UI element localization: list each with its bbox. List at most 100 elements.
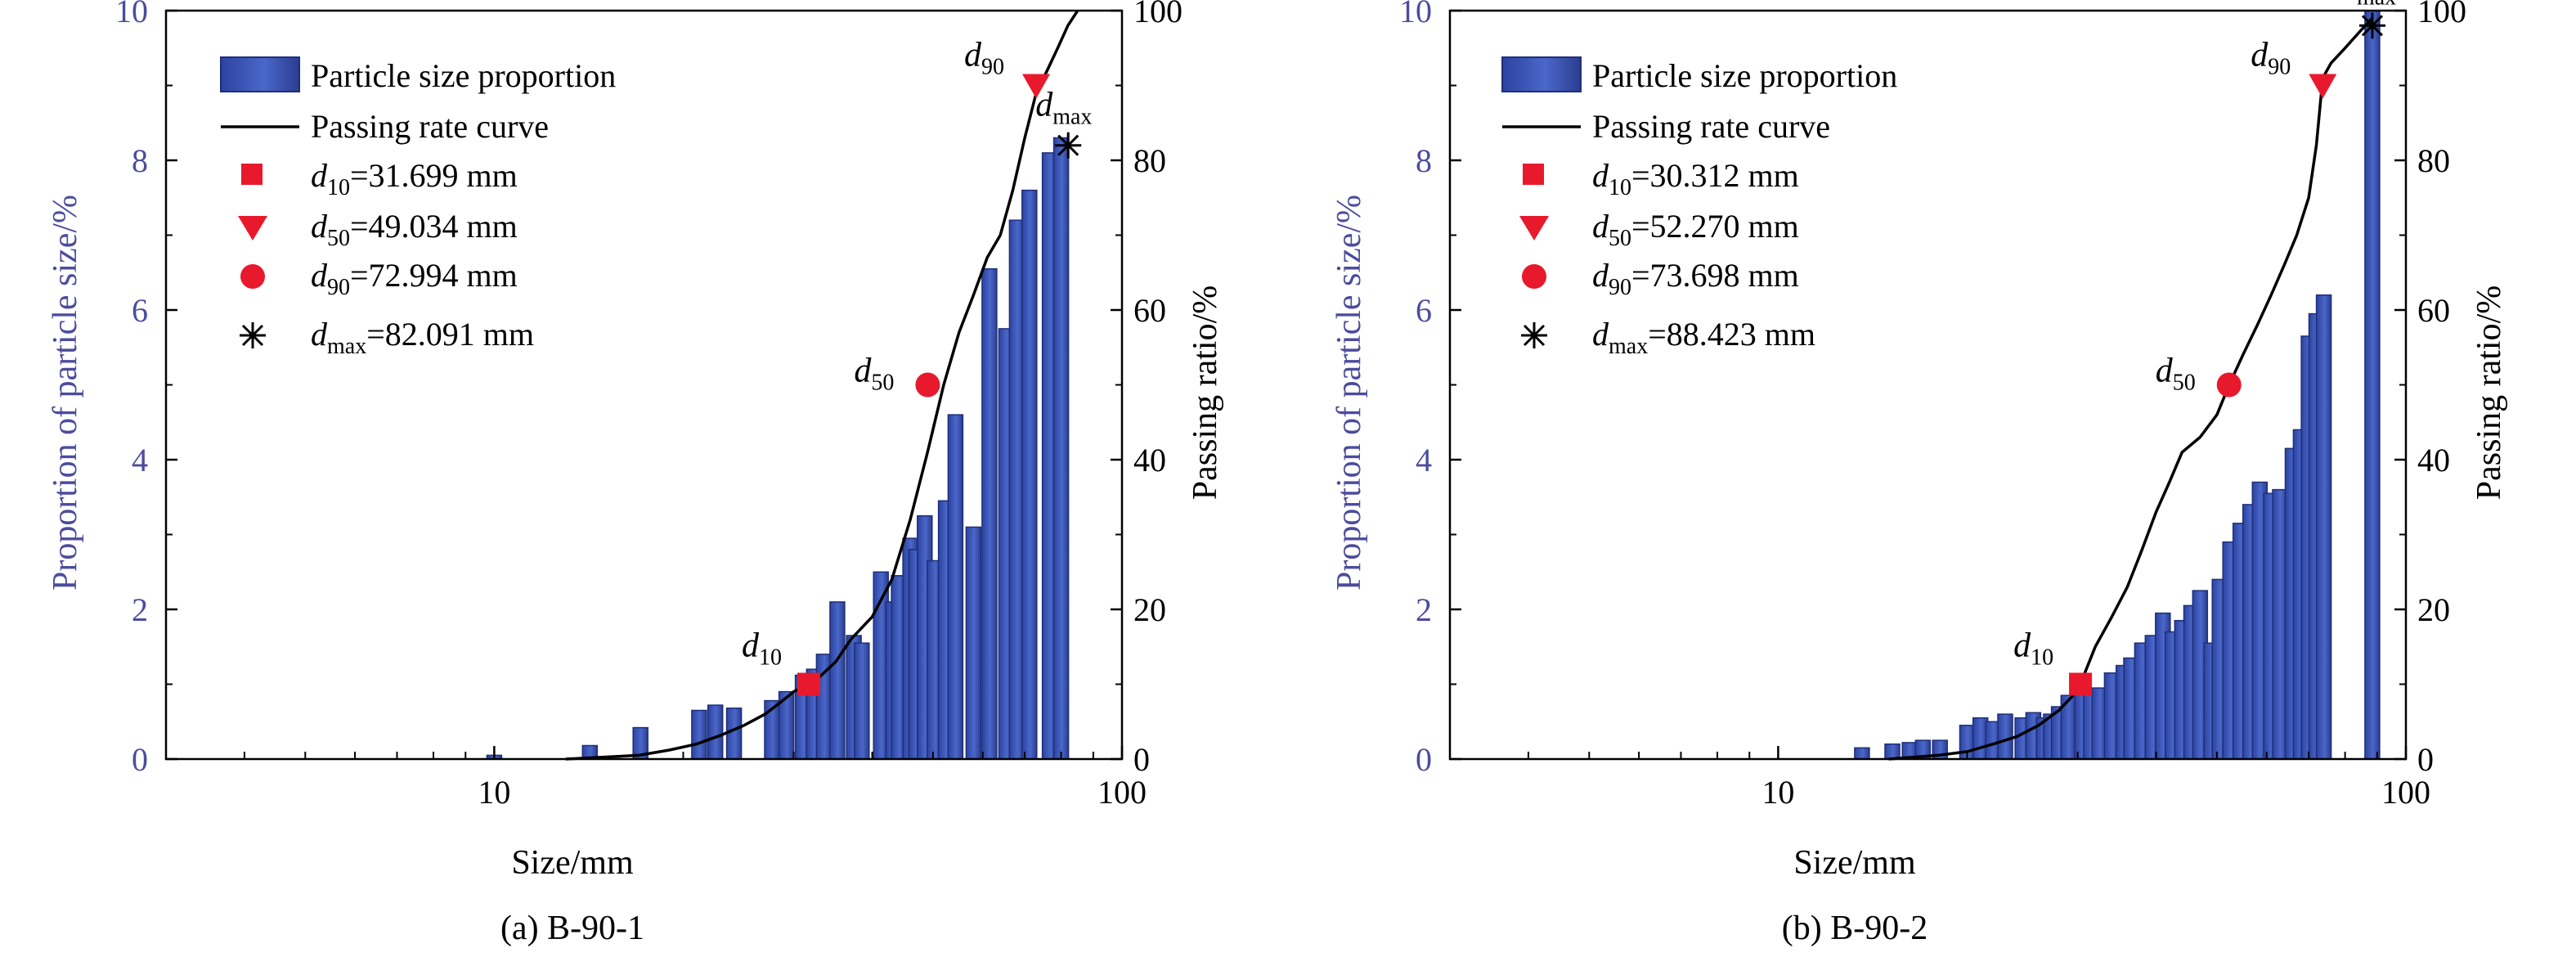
y2-tick-label: 80 (2417, 142, 2450, 179)
y2-tick-label: 40 (1133, 442, 1166, 478)
d10-annotation: d10 (742, 627, 782, 671)
y-axis-label: Proportion of particle size/% (47, 195, 84, 591)
y2-tick-label: 0 (2417, 741, 2434, 778)
bars-group (1854, 10, 2381, 760)
bar (965, 526, 982, 760)
d90-annotation: d90 (2251, 37, 2291, 80)
bar (947, 414, 964, 760)
bar (1052, 137, 1070, 760)
legend-d10-label: d10=31.699 mm (311, 157, 518, 200)
legend: Particle size proportion Passing rate cu… (220, 56, 616, 359)
bar (707, 704, 724, 760)
bar (691, 709, 707, 760)
legend-dmax-marker (1521, 322, 1547, 348)
legend-bars-label: Particle size proportion (311, 57, 616, 94)
legend-d50-label: d50=49.034 mm (311, 208, 518, 251)
dmax-marker (2358, 12, 2385, 39)
markers-group: d10 d50 d90 dmax (2013, 0, 2396, 696)
y-tick-label: 6 (1416, 292, 1432, 329)
y-tick-label: 4 (1416, 442, 1432, 478)
d10-marker (2069, 672, 2093, 696)
d50-marker (915, 372, 940, 398)
x-axis-label: Size/mm (511, 844, 634, 882)
dmax-annotation: dmax (1035, 87, 1092, 130)
passing-rate-curve (1888, 16, 2374, 761)
bar (725, 708, 743, 760)
y-tick-label: 0 (1416, 741, 1432, 778)
legend-d10-marker (241, 164, 263, 185)
dmax-annotation: dmax (2340, 0, 2396, 10)
bar (981, 267, 998, 760)
x-tick-label: 10 (478, 774, 510, 811)
y2-axis-label: Passing ratio/% (2471, 285, 2508, 500)
legend-d90-marker (1522, 264, 1546, 289)
legend-d50-marker (1519, 216, 1549, 240)
d90-annotation: d90 (964, 37, 1004, 80)
bar (829, 601, 846, 760)
bar (854, 642, 870, 760)
legend-bar-swatch (220, 56, 300, 92)
markers-group: d10 d50 d90 dmax (742, 37, 1092, 696)
d90-marker (2309, 74, 2337, 99)
y-axis-label: Proportion of particle size/% (1331, 195, 1368, 591)
x-axis-label: Size/mm (1793, 844, 1916, 882)
legend-d50-label: d50=52.270 mm (1592, 208, 1799, 251)
legend-d10-marker (1523, 164, 1544, 185)
y2-tick-label: 100 (2417, 0, 2466, 29)
legend-dmax-marker (240, 322, 266, 348)
y-tick-label: 10 (1399, 0, 1432, 29)
y2-tick-label: 0 (1133, 741, 1150, 778)
y2-tick-label: 100 (1133, 0, 1183, 29)
legend-dmax-label: dmax=88.423 mm (1592, 316, 1815, 359)
passing-rate-curve (565, 10, 1079, 761)
x-tick-label: 100 (2381, 774, 2430, 811)
y2-axis-label: Passing ratio/% (1187, 285, 1224, 500)
dmax-marker (1055, 132, 1082, 159)
legend-d90-label: d90=73.698 mm (1592, 257, 1799, 300)
y2-tick-label: 40 (2417, 442, 2450, 478)
y-tick-label: 8 (1416, 142, 1432, 179)
bar (1884, 743, 1901, 760)
y-tick-label: 2 (1416, 591, 1432, 628)
y2-tick-label: 60 (2417, 292, 2450, 329)
y2-tick-label: 80 (1133, 142, 1166, 179)
bar (1021, 189, 1038, 760)
legend-bars-label: Particle size proportion (1592, 57, 1897, 94)
y-tick-label: 2 (132, 591, 148, 628)
d50-marker (2216, 372, 2242, 398)
y2-tick-label: 60 (1133, 292, 1166, 329)
legend-d90-marker (240, 264, 265, 289)
y-tick-label: 4 (132, 442, 148, 478)
bars-group (486, 137, 1070, 760)
d10-marker (797, 672, 820, 696)
bar (1997, 713, 2013, 760)
d50-annotation: d50 (2156, 353, 2196, 396)
legend-d10-label: d10=30.312 mm (1592, 157, 1799, 200)
bar (2364, 10, 2381, 760)
bar (2315, 294, 2332, 760)
y2-tick-label: 20 (1133, 591, 1166, 628)
legend-dmax-label: dmax=82.091 mm (311, 316, 534, 359)
legend: Particle size proportion Passing rate cu… (1501, 56, 1897, 359)
d90-marker (1022, 74, 1051, 99)
panel-caption: (b) B-90-2 (1782, 910, 1928, 947)
panel-caption: (a) B-90-1 (500, 910, 644, 947)
legend-curve-label: Passing rate curve (1592, 108, 1830, 145)
legend-bar-swatch (1501, 56, 1582, 92)
y-tick-label: 8 (132, 142, 148, 179)
bar (1854, 747, 1870, 760)
y-tick-label: 10 (115, 0, 148, 29)
y-tick-label: 0 (132, 741, 148, 778)
x-tick-label: 100 (1097, 774, 1147, 811)
x-tick-label: 10 (1761, 774, 1794, 811)
d10-annotation: d10 (2013, 627, 2053, 671)
y-tick-label: 6 (132, 292, 148, 329)
legend-d90-label: d90=72.994 mm (311, 257, 518, 300)
legend-d50-marker (238, 216, 267, 240)
d50-annotation: d50 (854, 353, 894, 396)
